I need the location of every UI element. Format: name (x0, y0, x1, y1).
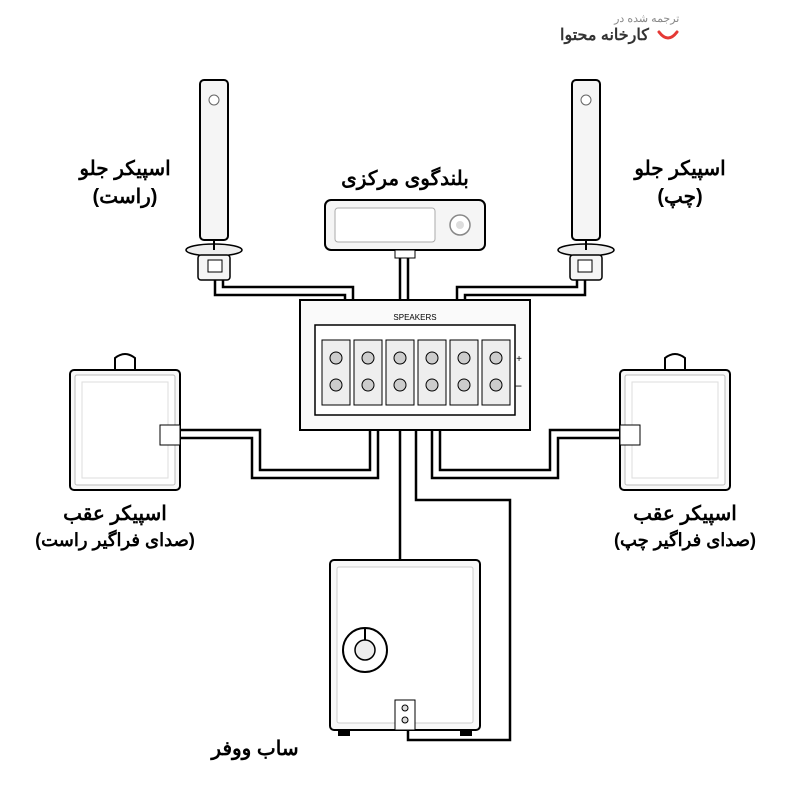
front-left-tower (558, 80, 614, 280)
svg-text:−: − (515, 379, 522, 393)
amplifier: SPEAKERS + − (300, 300, 530, 430)
label-rear-left: اسپیکر عقب (صدای فراگیر چپ) (585, 500, 785, 553)
rear-right-speaker (70, 354, 180, 490)
svg-text:SPEAKERS: SPEAKERS (393, 313, 436, 322)
label-front-right: اسپیکر جلو (راست) (55, 155, 195, 211)
label-rear-right: اسپیکر عقب (صدای فراگیر راست) (15, 500, 215, 553)
svg-text:+: + (516, 354, 522, 365)
wiring-diagram: SPEAKERS + − (0, 0, 800, 800)
label-subwoofer: ساب ووفر (190, 735, 320, 763)
rear-left-speaker (620, 354, 730, 490)
label-center: بلندگوی مرکزی (320, 165, 490, 193)
subwoofer (330, 560, 480, 736)
center-speaker (325, 200, 485, 258)
label-front-left: اسپیکر جلو (چپ) (610, 155, 750, 211)
